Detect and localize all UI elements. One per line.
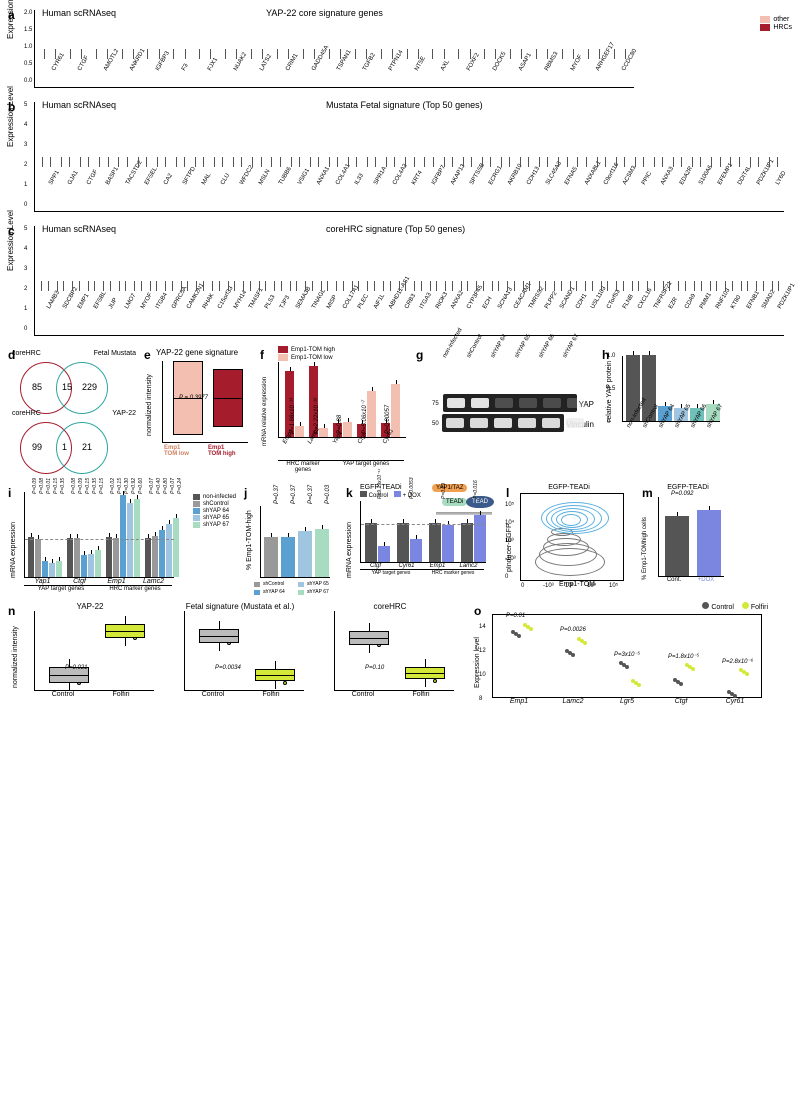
violin-panel-a: Human scRNAseq YAP-22 core signature gen… (6, 6, 794, 92)
y-axis-label: mRNA expression (346, 522, 353, 578)
lane-labels: non-infectedshControlshYAP 64shYAP 65shY… (442, 352, 594, 394)
legend-box: other HRCs (760, 16, 792, 32)
y-ticks: 543210 (24, 102, 27, 208)
flow-plot: 0-10³10³10⁴10⁵0-10³10³10⁴10⁵ (520, 493, 624, 581)
x-groups: HRC marker genesYAP target genes (278, 460, 408, 473)
panel-label-m: m (642, 486, 653, 500)
title-center: YAP-22 core signature genes (266, 8, 383, 18)
legend: Emp1-TOM highEmp1-TOM low (278, 346, 408, 361)
panel-a: a Human scRNAseq YAP-22 core signature g… (6, 6, 794, 92)
y-axis-label: Expression level (474, 637, 481, 688)
title: YAP-22 gene signature (156, 348, 252, 357)
violin-area: LAMB3SDCBP2EMP1EFSBLJUPLMO7MYOFITGB4GPRC… (34, 226, 784, 336)
panel-h: h relative YAP protein 1.00.50 non-infec… (600, 346, 726, 462)
bar-chart: P=9.19x10⁻¹¹P=0.0053P=0.29P=0.016 (360, 501, 486, 563)
panel-e: e YAP-22 gene signature P = 0.3977 norma… (142, 346, 252, 457)
x-labels: non-infectedshControlshYAP 64shYAP 65shY… (626, 422, 726, 462)
y-ticks: 543210 (24, 226, 27, 332)
title-left: Human scRNAseq (42, 100, 116, 110)
bar-chart: P=0.09P=0.08P<0.01P=0.15P=0.35P=0.08P=0.… (24, 492, 174, 578)
y-axis-label: mRNA relative expression (262, 377, 268, 446)
y-axis-label: Expression Level (6, 210, 15, 271)
panel-label-n: n (8, 604, 15, 618)
swatch-hrcs (760, 24, 770, 31)
violin-panel-c: Human scRNAseq coreHRC signature (Top 50… (6, 222, 794, 340)
panel-g: g non-infectedshControlshYAP 64shYAP 65s… (414, 346, 594, 434)
y-axis-label: mRNA expression (10, 522, 17, 578)
panel-label-l: l (506, 486, 509, 500)
title-center: coreHRC signature (Top 50 genes) (326, 224, 465, 234)
panel-d: d coreHRC Fetal Mustata 85 15 229 coreHR… (6, 346, 136, 478)
title-left: Human scRNAseq (42, 224, 116, 234)
panel-n: n YAP-22normalized intensityP=0.021Contr… (6, 602, 466, 698)
panel-label-f: f (260, 348, 264, 362)
x-groups: YAP target genesHRC marker genes (24, 585, 236, 592)
row-n-o: n YAP-22normalized intensityP=0.021Contr… (6, 602, 794, 705)
violin-area: CYR61CTGFAMOTL2ANKRD1IGFBP3F3FJX1NUAK2LA… (34, 10, 634, 88)
panel-i: i mRNA expression P=0.09P=0.08P<0.01P=0.… (6, 484, 236, 592)
panel-b: b Human scRNAseq Mustata Fetal signature… (6, 98, 794, 216)
venn-1: coreHRC Fetal Mustata 85 15 229 (6, 358, 136, 418)
panel-label-g: g (416, 348, 423, 362)
panel-f: f Emp1-TOM highEmp1-TOM low P=1.66x10⁻¹³… (258, 346, 408, 473)
panel-m: m EGFP-TEADi % Emp1-TOMhigh cells P=0.09… (640, 484, 736, 583)
dot-chart: P=0.01P=0.0026P=3x10⁻⁵P=1.8x10⁻⁵P=2.8x10… (492, 614, 762, 698)
panel-label-k: k (346, 486, 353, 500)
swatch-other (760, 16, 770, 23)
title: EGFP-TEADi (504, 484, 634, 491)
panel-label-c: c (8, 224, 15, 238)
row-d-h: d coreHRC Fetal Mustata 85 15 229 coreHR… (6, 346, 794, 478)
y-axis-label: % Emp1-TOM-high (246, 510, 253, 570)
legend-hrcs: HRCs (773, 24, 792, 31)
panel-label-j: j (244, 486, 247, 500)
y-axis-label: normalized intensity (146, 374, 153, 436)
x-groups: YAP target genesHRC marker genes (360, 569, 498, 576)
panel-j: j % Emp1-TOM-high P=0.37P=0.37P=0.37P=0.… (242, 484, 338, 596)
x-labels: Emp1TOM lowEmp1TOM high (164, 445, 252, 457)
panel-l: l EGFP-TEADi pInducer-EGFP 0-10³10³10⁴10… (504, 484, 634, 588)
violin-panel-b: Human scRNAseq Mustata Fetal signature (… (6, 98, 794, 216)
panel-k: k YAP1/TAZ TEADi TEAD EGFP-TEADi Control… (344, 484, 498, 576)
violin-area: SPP1GJA1CTGFBASP1TACSTD2EFSELCA2SFTPDMAL… (34, 102, 784, 212)
panel-c: c Human scRNAseq coreHRC signature (Top … (6, 222, 794, 340)
bar-chart: P=0.37P=0.37P=0.37P=0.03 (260, 506, 330, 578)
panel-label-e: e (144, 348, 151, 362)
blot-rows: 75YAP50Vinculin (432, 394, 594, 434)
panel-label-b: b (8, 100, 15, 114)
y-axis-label: % Emp1-TOMhigh cells (642, 517, 648, 580)
panel-label-d: d (8, 348, 15, 362)
panel-label-i: i (8, 486, 11, 500)
n-subplots: YAP-22normalized intensityP=0.021Control… (20, 602, 460, 698)
x-labels: Yap1CtgfEmp1Lamc2 (24, 578, 236, 585)
title-left: Human scRNAseq (42, 8, 116, 18)
row-i-m: i mRNA expression P=0.09P=0.08P<0.01P=0.… (6, 484, 794, 596)
y-axis-label: Expression Level (6, 86, 15, 147)
y-ticks: 2.01.51.00.50.0 (24, 10, 32, 84)
legend-other: other (773, 16, 789, 23)
venn-2: coreHRC YAP-22 99 1 21 (6, 418, 136, 478)
x-labels: Emp1Lamc2Lgr5CtgfCyr61 (492, 698, 772, 705)
x-labels: Cont.+DOX (658, 577, 736, 583)
title: EGFP-TEADi (640, 484, 736, 491)
legend: Control Folfiri (702, 602, 768, 611)
panel-label-a: a (8, 8, 15, 22)
title-center: Mustata Fetal signature (Top 50 genes) (326, 100, 483, 110)
y-axis-label: pInducer-EGFP (506, 523, 513, 572)
panel-label-o: o (474, 604, 481, 618)
legend: shControlshYAP 65shYAP 64shYAP 67 (254, 581, 338, 596)
panel-label-h: h (602, 348, 609, 362)
yap-label: YAP1/TAZ (432, 484, 467, 492)
bar-chart: P=0.092 (658, 497, 724, 577)
legend: non-infectedshControlshYAP 64shYAP 65shY… (193, 494, 236, 529)
x-labels: Emp1Lamc2Yap1CtgfCyr61 (282, 438, 408, 460)
panel-o: o Control Folfiri Expression level P=0.0… (472, 602, 772, 705)
box-chart: P = 0.3977 (162, 361, 248, 443)
